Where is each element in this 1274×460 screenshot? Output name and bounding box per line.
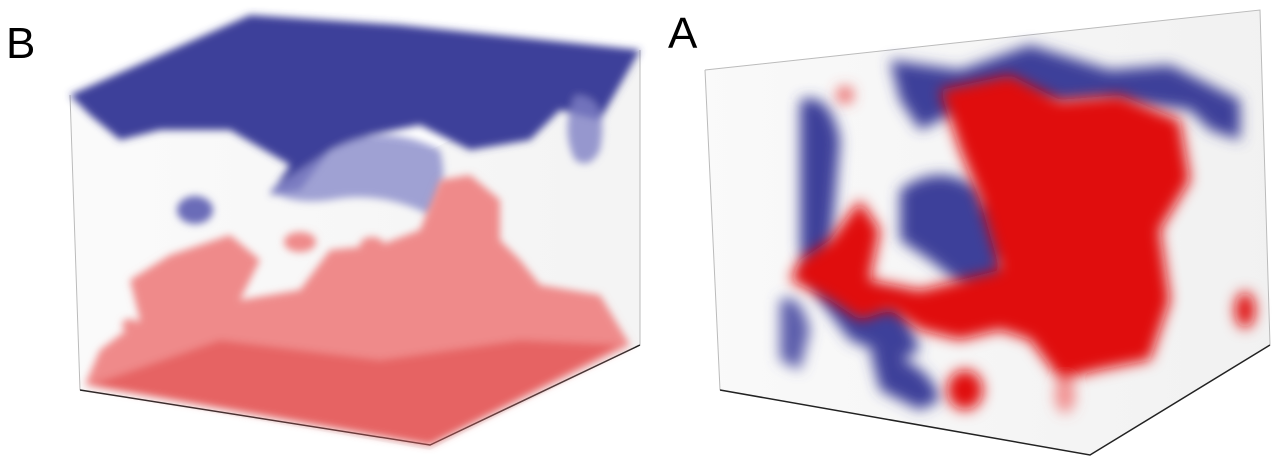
panel-label: A	[668, 9, 698, 58]
panel-label: B	[6, 19, 35, 68]
panel-a: A	[668, 9, 1270, 455]
figure: B A	[0, 0, 1274, 460]
panel-b: B	[6, 15, 640, 450]
